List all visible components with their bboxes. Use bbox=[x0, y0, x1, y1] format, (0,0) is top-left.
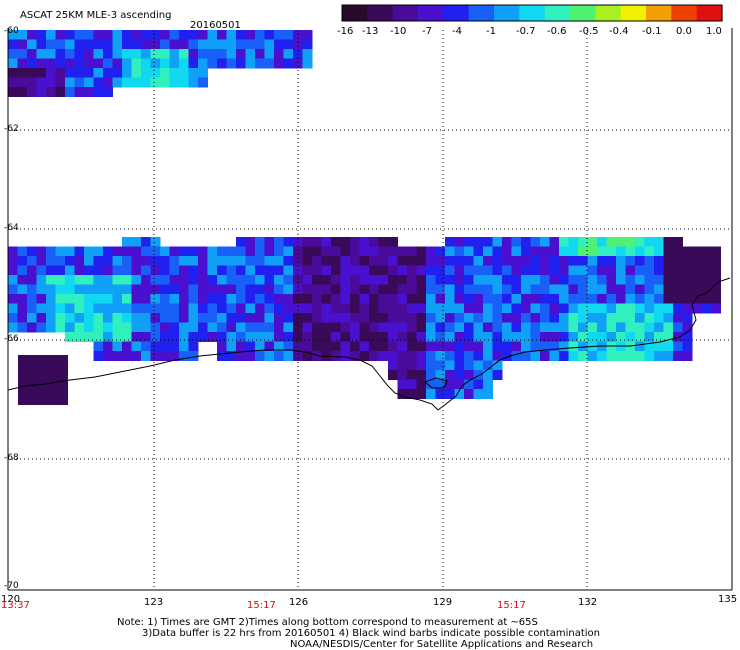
colorbar-tick-label: -0.1 bbox=[642, 26, 662, 37]
colorbar-swatch bbox=[342, 5, 368, 21]
colorbar-tick-label: -10 bbox=[390, 26, 407, 37]
lat-label: -68 bbox=[4, 453, 19, 463]
colorbar-tick-label: -16 bbox=[337, 26, 354, 37]
lat-label: -64 bbox=[4, 223, 19, 233]
colorbar-tick-label: 1.0 bbox=[706, 26, 722, 37]
lat-label: -60 bbox=[4, 26, 19, 36]
colorbar-tick-label: -1 bbox=[486, 26, 496, 37]
note-line-1: Note: 1) Times are GMT 2)Times along bot… bbox=[117, 617, 538, 628]
wind-swath-cells bbox=[8, 30, 721, 405]
colorbar-swatch bbox=[544, 5, 571, 21]
lon-label: 123 bbox=[144, 597, 164, 608]
colorbar-tick-label: -4 bbox=[452, 26, 462, 37]
colorbar-tick-label: -0.5 bbox=[579, 26, 599, 37]
lon-label: 129 bbox=[433, 597, 453, 608]
colorbar-swatch bbox=[646, 5, 672, 21]
lat-label: -62 bbox=[4, 124, 19, 134]
time-label: 13:37 bbox=[1, 600, 30, 611]
colorbar-swatch bbox=[696, 5, 723, 21]
colorbar-swatch bbox=[671, 5, 698, 21]
colorbar-swatch bbox=[595, 5, 622, 21]
colorbar-tick-label: -0.4 bbox=[609, 26, 629, 37]
colorbar-swatch bbox=[468, 5, 495, 21]
coastline bbox=[7, 277, 731, 411]
colorbar bbox=[341, 4, 723, 22]
lon-label: 135 bbox=[718, 594, 738, 605]
map-date: 20160501 bbox=[190, 20, 241, 31]
colorbar-swatch bbox=[392, 5, 419, 21]
map-title: ASCAT 25KM MLE-3 ascending bbox=[20, 10, 172, 21]
colorbar-swatch bbox=[494, 5, 520, 21]
colorbar-tick-label: -0.7 bbox=[516, 26, 536, 37]
colorbar-swatch bbox=[418, 5, 444, 21]
colorbar-swatch bbox=[367, 5, 394, 21]
lon-label: 126 bbox=[289, 597, 309, 608]
lon-label: 132 bbox=[578, 597, 598, 608]
colorbar-tick-label: -7 bbox=[422, 26, 432, 37]
graticule bbox=[8, 30, 732, 590]
colorbar-swatch bbox=[519, 5, 546, 21]
colorbar-swatch bbox=[620, 5, 647, 21]
coastline-island bbox=[424, 377, 448, 389]
lat-label: -70 bbox=[4, 581, 19, 591]
colorbar-tick-label: -13 bbox=[362, 26, 379, 37]
lat-label: -66 bbox=[4, 334, 19, 344]
colorbar-tick-label: -0.6 bbox=[547, 26, 567, 37]
time-label: 15:17 bbox=[247, 600, 276, 611]
colorbar-swatch bbox=[570, 5, 596, 21]
colorbar-tick-label: 0.0 bbox=[676, 26, 692, 37]
note-line-3: NOAA/NESDIS/Center for Satellite Applica… bbox=[290, 639, 594, 650]
time-label: 15:17 bbox=[497, 600, 526, 611]
note-line-2: 3)Data buffer is 22 hrs from 20160501 4)… bbox=[142, 628, 600, 639]
lon-label: 120 bbox=[1, 594, 21, 605]
colorbar-swatch bbox=[443, 5, 470, 21]
